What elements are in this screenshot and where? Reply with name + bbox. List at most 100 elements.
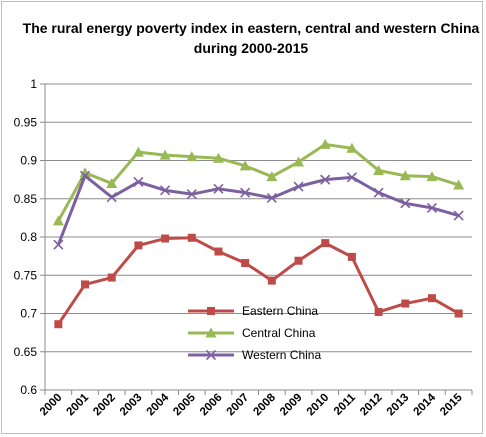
square-marker	[54, 320, 63, 329]
x-tick-label: 2000	[38, 392, 65, 419]
x-axis-tick-labels: 2000 2001 2002 2003 2004 2005 2006 2007 2008 2009…	[38, 391, 465, 418]
x-marker	[373, 187, 384, 198]
legend: Eastern China Central China Western China	[188, 304, 321, 362]
square-marker	[134, 241, 143, 250]
triangle-marker	[373, 164, 385, 175]
triangle-marker	[399, 170, 411, 181]
triangle-marker	[346, 142, 358, 153]
x-marker-stroke	[79, 170, 91, 181]
x-tick-label: 2010	[305, 392, 332, 419]
y-tick-label: 0.7	[20, 307, 37, 321]
x-marker-stroke	[293, 181, 304, 192]
x-marker	[320, 174, 331, 185]
x-marker	[205, 349, 217, 361]
triangle-marker	[159, 149, 171, 160]
series-eastern-china	[54, 233, 463, 329]
x-tick-label: 2012	[358, 392, 385, 419]
x-marker	[240, 187, 251, 198]
triangle-marker	[319, 138, 331, 149]
x-marker-stroke	[426, 202, 438, 213]
triangle-marker	[205, 327, 217, 338]
series-central-china	[52, 138, 465, 226]
x-tick-label: 2004	[145, 391, 172, 418]
x-marker-stroke	[186, 189, 197, 200]
x-marker-stroke	[53, 239, 64, 250]
x-tick-label: 2007	[225, 392, 252, 419]
square-marker	[107, 273, 116, 282]
x-tick-label: 2009	[278, 392, 305, 419]
y-tick-label: 1	[30, 77, 37, 91]
x-marker-stroke	[346, 172, 357, 183]
triangle-marker	[426, 171, 438, 182]
series-western-china	[53, 170, 464, 250]
square-marker	[161, 234, 170, 243]
chart-title-line-2: during 2000-2015	[194, 40, 309, 56]
x-marker	[79, 170, 91, 181]
y-tick-label: 0.75	[14, 268, 38, 282]
x-marker	[53, 239, 64, 250]
x-tick-label: 2002	[91, 392, 118, 419]
legend-label: Eastern China	[242, 304, 318, 318]
x-marker	[213, 183, 224, 194]
gridlines	[45, 83, 472, 353]
x-tick-label: 2011	[332, 391, 359, 418]
x-tick-label: 2015	[438, 391, 465, 418]
triangle-marker	[266, 171, 278, 182]
x-tick-label: 2005	[171, 391, 198, 418]
y-tick-label: 0.8	[20, 230, 37, 244]
legend-item: Central China	[188, 326, 316, 340]
series-line	[57, 236, 460, 326]
triangle-marker	[79, 167, 91, 178]
y-axis-tick-labels: 0.6 0.65 0.7 0.75 0.8 0.85 0.9 0.95 1	[14, 77, 38, 397]
series-layer	[52, 138, 465, 329]
x-marker-stroke	[266, 192, 277, 204]
y-tick-label: 0.6	[20, 383, 37, 397]
triangle-marker	[293, 156, 305, 167]
x-marker	[106, 192, 117, 203]
x-marker	[186, 189, 197, 200]
x-marker-stroke	[373, 187, 384, 198]
square-marker	[321, 239, 330, 248]
axes	[40, 83, 473, 395]
x-marker	[346, 172, 357, 183]
triangle-marker	[106, 177, 118, 188]
x-marker-stroke	[320, 174, 331, 185]
square-marker	[81, 280, 90, 289]
square-marker	[347, 252, 356, 261]
x-marker-stroke	[133, 176, 144, 187]
triangle-marker	[239, 160, 251, 171]
x-marker	[266, 192, 277, 204]
triangle-marker	[52, 215, 64, 226]
square-marker	[401, 299, 410, 308]
square-marker	[207, 307, 215, 315]
x-marker	[160, 185, 171, 196]
chart-title-line-1: The rural energy poverty index in easter…	[23, 20, 480, 36]
y-tick-label: 0.9	[20, 154, 37, 168]
x-marker	[426, 202, 438, 213]
series-line	[56, 174, 460, 246]
triangle-marker	[186, 151, 198, 162]
x-tick-label: 2001	[65, 391, 92, 418]
square-marker	[241, 259, 250, 268]
x-marker-stroke	[205, 349, 217, 361]
series-line	[57, 142, 460, 222]
x-marker	[133, 176, 144, 187]
y-tick-label: 0.85	[14, 192, 38, 206]
legend-item: Western China	[188, 348, 321, 362]
square-marker	[267, 276, 276, 285]
y-tick-label: 0.65	[14, 345, 38, 359]
triangle-marker	[132, 146, 144, 157]
x-marker-stroke	[400, 198, 411, 209]
x-tick-label: 2013	[385, 392, 412, 419]
x-marker	[453, 210, 464, 221]
square-marker	[374, 307, 383, 316]
triangle-marker	[212, 152, 224, 163]
x-marker-stroke	[160, 185, 171, 196]
x-marker-stroke	[213, 183, 224, 194]
legend-label: Central China	[242, 326, 316, 340]
legend-item: Eastern China	[188, 304, 318, 318]
square-marker	[427, 294, 436, 303]
x-tick-label: 2006	[198, 392, 225, 419]
